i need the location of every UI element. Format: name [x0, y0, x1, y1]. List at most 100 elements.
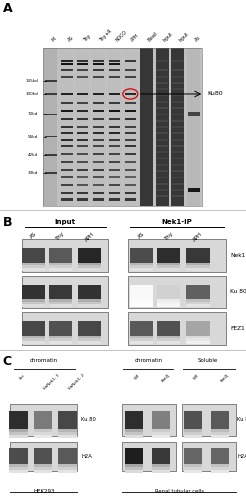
Bar: [172, 183, 184, 184]
Bar: [125, 432, 143, 435]
Bar: [186, 341, 210, 344]
Bar: [130, 299, 153, 302]
Bar: [93, 70, 104, 71]
Bar: [61, 184, 73, 186]
Bar: [49, 263, 72, 266]
Bar: [49, 266, 72, 268]
Bar: [78, 299, 102, 302]
Bar: [124, 132, 136, 134]
Bar: [156, 76, 168, 78]
Text: Input: Input: [162, 31, 174, 43]
Bar: [152, 428, 170, 432]
Bar: [109, 118, 120, 120]
Bar: [22, 284, 45, 299]
Text: H2A: H2A: [237, 454, 246, 458]
Bar: [152, 432, 170, 435]
Bar: [77, 192, 89, 194]
Bar: [130, 321, 153, 336]
Bar: [122, 442, 176, 471]
Bar: [109, 70, 120, 71]
Bar: [124, 92, 136, 95]
Text: Input: Input: [55, 219, 76, 225]
Bar: [77, 138, 89, 140]
Bar: [186, 263, 210, 266]
Bar: [22, 341, 45, 344]
Bar: [34, 464, 52, 467]
Bar: [109, 60, 120, 62]
Bar: [124, 198, 136, 200]
Bar: [60, 48, 73, 206]
Bar: [125, 470, 143, 473]
Text: Ab: Ab: [194, 36, 201, 43]
Bar: [156, 101, 168, 102]
Bar: [77, 118, 89, 120]
Text: Thy: Thy: [83, 34, 92, 43]
Bar: [156, 120, 168, 122]
Bar: [156, 189, 168, 191]
Bar: [43, 48, 202, 206]
Bar: [157, 304, 180, 307]
Bar: [61, 70, 73, 71]
Bar: [124, 48, 137, 206]
Bar: [156, 108, 168, 109]
Bar: [10, 404, 77, 436]
Bar: [172, 70, 184, 71]
Bar: [49, 336, 72, 338]
Bar: [124, 184, 136, 186]
Bar: [78, 341, 102, 344]
Bar: [77, 70, 89, 71]
Bar: [22, 266, 45, 268]
Bar: [124, 76, 136, 78]
Bar: [45, 80, 57, 82]
Text: 135kd: 135kd: [25, 80, 38, 84]
Bar: [186, 336, 210, 338]
Bar: [77, 126, 89, 128]
Bar: [93, 168, 104, 170]
Bar: [172, 189, 184, 191]
Bar: [109, 110, 120, 112]
Bar: [78, 263, 102, 266]
Bar: [93, 110, 104, 112]
Bar: [34, 467, 52, 470]
Bar: [93, 198, 104, 200]
Bar: [156, 70, 168, 71]
Bar: [93, 138, 104, 140]
Bar: [124, 110, 136, 112]
Bar: [77, 110, 89, 112]
Bar: [186, 321, 210, 336]
Bar: [184, 470, 202, 473]
Bar: [182, 404, 236, 436]
Bar: [172, 120, 184, 122]
Bar: [186, 299, 210, 302]
Bar: [61, 138, 73, 140]
Bar: [130, 304, 153, 307]
Bar: [125, 428, 143, 432]
Bar: [108, 48, 121, 206]
Bar: [172, 60, 184, 62]
Bar: [76, 48, 89, 206]
Bar: [211, 428, 230, 432]
Bar: [22, 338, 45, 341]
Bar: [77, 132, 89, 134]
Bar: [172, 196, 184, 197]
Text: ShNek1- 2: ShNek1- 2: [68, 373, 85, 390]
Bar: [9, 428, 28, 432]
Bar: [172, 145, 184, 147]
Bar: [9, 432, 28, 435]
Bar: [61, 160, 73, 162]
Text: APH: APH: [130, 33, 140, 43]
Text: AS: AS: [67, 36, 75, 43]
Bar: [22, 312, 108, 344]
Bar: [49, 321, 72, 336]
Bar: [109, 76, 120, 78]
Bar: [172, 101, 184, 102]
Bar: [130, 248, 153, 263]
Text: Renal tubular cells: Renal tubular cells: [155, 489, 204, 494]
Bar: [77, 62, 89, 66]
Bar: [124, 198, 136, 200]
Bar: [186, 302, 210, 304]
Bar: [61, 60, 73, 62]
Bar: [109, 198, 120, 200]
Bar: [187, 48, 200, 206]
Bar: [109, 93, 120, 95]
